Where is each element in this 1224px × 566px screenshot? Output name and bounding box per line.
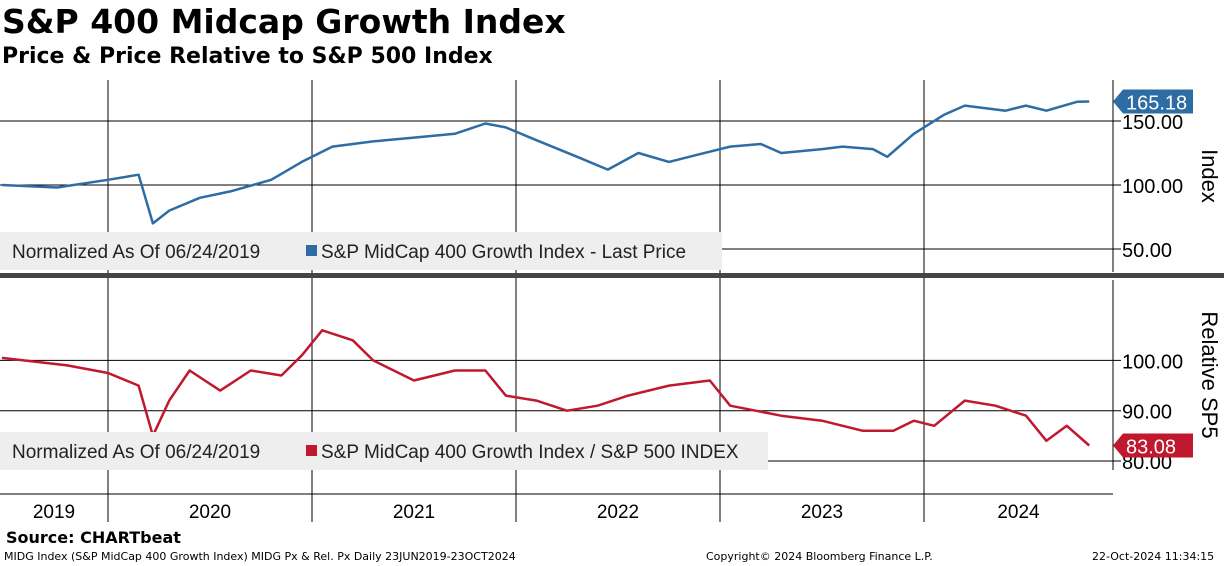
last-value-tag [1113,89,1193,114]
last-value-label: 165.18 [1126,93,1187,115]
footer-copyright: Copyright© 2024 Bloomberg Finance L.P. [706,550,933,563]
footer-timestamp: 22-Oct-2024 11:34:15 [1092,550,1215,563]
y-tick-label: 150.00 [1122,112,1183,134]
legend-box [0,432,768,470]
y-tick-label: 100.00 [1122,176,1183,198]
legend-box [0,232,722,270]
footer-description: MIDG Index (S&P MidCap 400 Growth Index)… [4,550,516,563]
y-tick-label: 100.00 [1122,351,1183,373]
legend-note: Normalized As Of 06/24/2019 [12,442,260,463]
x-tick-label: 2020 [189,502,231,523]
legend-note: Normalized As Of 06/24/2019 [12,242,260,263]
chart-subtitle: Price & Price Relative to S&P 500 Index [2,44,493,69]
y-tick-label: 90.00 [1122,402,1172,424]
relative-series-line [1,329,1091,447]
last-value-tag [1113,433,1193,458]
legend-swatch [306,445,317,456]
x-tick-label: 2022 [597,502,639,523]
y-tick-label: 50.00 [1122,240,1172,262]
panel-divider [0,273,1224,278]
x-tick-label: 2019 [33,502,75,523]
y-axis-title: Index [1197,149,1222,203]
legend-label: S&P MidCap 400 Growth Index - Last Price [321,242,686,263]
x-tick-label: 2023 [801,502,843,523]
legend-label: S&P MidCap 400 Growth Index / S&P 500 IN… [321,442,739,463]
x-tick-label: 2024 [997,502,1040,523]
x-tick-label: 2021 [393,502,435,523]
source-label: Source: CHARTbeat [6,528,181,547]
legend-swatch [306,245,317,256]
chart-title: S&P 400 Midcap Growth Index [2,2,566,41]
y-axis-title: Relative SP5 [1197,311,1222,438]
last-value-label: 83.08 [1126,436,1176,458]
price-series-line [1,100,1090,225]
